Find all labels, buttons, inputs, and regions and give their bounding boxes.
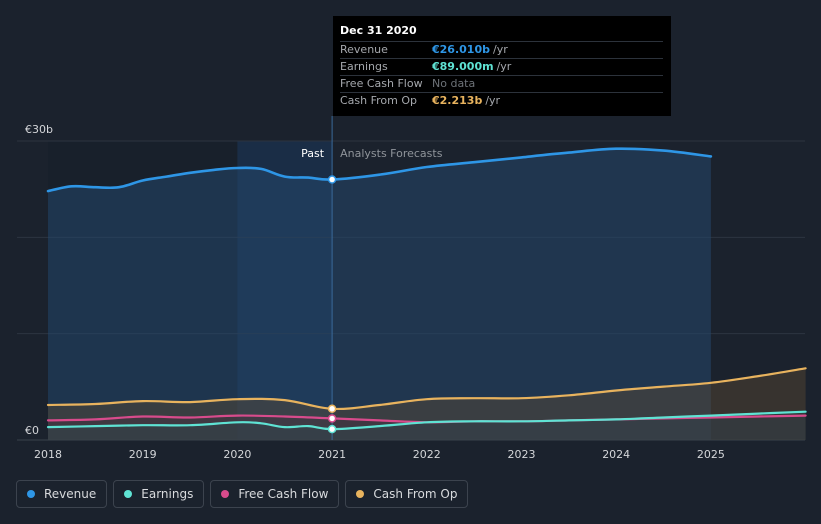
legend-item-earnings[interactable]: Earnings [113,480,205,508]
tooltip-label: Revenue [340,43,388,56]
legend: Revenue Earnings Free Cash Flow Cash Fro… [16,480,469,508]
chart: €30b €0 2018 2019 2020 2021 2022 2023 2024 2025 Pa… [17,116,807,461]
revenue-area [48,148,711,440]
cash-from-op-marker [327,404,337,414]
tooltip-row-earnings: Earnings €89.000m /yr [340,58,663,75]
tooltip-row-revenue: Revenue €26.010b /yr [340,41,663,58]
legend-dot-icon [27,490,35,498]
x-tick-label: 2021 [318,448,346,461]
revenue-marker [327,175,337,184]
legend-item-cash-from-op[interactable]: Cash From Op [345,480,469,508]
revenue-line [46,147,713,193]
tooltip-row-free-cash-flow: Free Cash Flow No data [340,75,663,92]
tooltip-value: €89.000m [432,60,494,73]
legend-dot-icon [124,490,133,498]
tooltip-unit: /yr [496,60,512,73]
legend-dot-icon [221,490,230,498]
legend-label: Earnings [141,487,194,501]
legend-item-free-cash-flow[interactable]: Free Cash Flow [210,480,340,508]
earnings-area [48,411,806,440]
cash-from-op-line [46,367,807,411]
tooltip-label: Free Cash Flow [340,77,423,90]
x-tick-label: 2024 [602,448,630,461]
tooltip-value: €2.213b [432,94,483,107]
tooltip-unit: /yr [485,94,501,107]
x-tick-label: 2025 [697,448,725,461]
y-tick-label: €0 [25,424,39,437]
tooltip-value: No data [432,77,476,90]
x-tick-label: 2022 [413,448,441,461]
tooltip-row-cash-from-op: Cash From Op €2.213b /yr [340,92,663,109]
tooltip-unit: /yr [492,43,508,56]
legend-label: Free Cash Flow [238,487,329,501]
past-label: Past [301,147,325,160]
y-tick-label: €30b [25,123,53,136]
earnings-marker [327,424,337,434]
legend-dot-icon [356,490,365,498]
x-tick-label: 2023 [508,448,536,461]
tooltip-label: Earnings [340,60,388,73]
forecast-label: Analysts Forecasts [340,147,443,160]
x-tick-label: 2020 [223,448,251,461]
legend-label: Revenue [44,487,97,501]
legend-label: Cash From Op [373,487,458,501]
x-tick-label: 2018 [34,448,62,461]
tooltip-label: Cash From Op [340,94,418,107]
tooltip: Dec 31 2020 Revenue €26.010b /yr Earning… [333,16,671,116]
tooltip-value: €26.010b [432,43,490,56]
tooltip-date: Dec 31 2020 [340,24,417,37]
legend-item-revenue[interactable]: Revenue [16,480,108,508]
earnings-line [46,410,807,431]
free-cash-flow-marker [327,414,337,423]
x-tick-label: 2019 [129,448,157,461]
